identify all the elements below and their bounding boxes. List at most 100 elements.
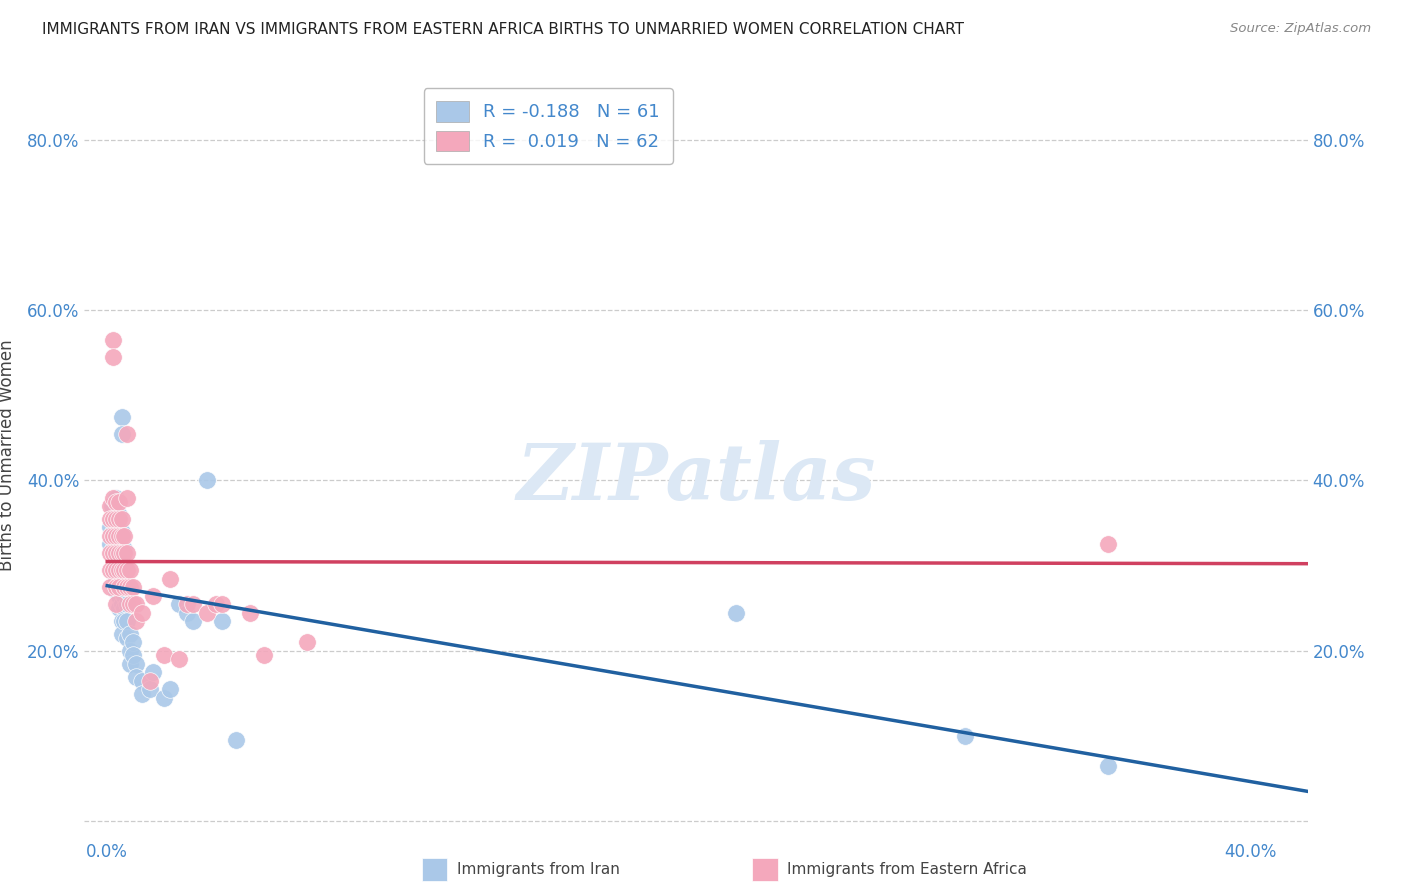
Point	[112, 546, 135, 560]
Point	[239, 606, 262, 620]
Point	[120, 580, 142, 594]
Point	[98, 520, 121, 534]
Point	[107, 508, 129, 522]
Point	[110, 580, 132, 594]
Point	[112, 575, 135, 590]
Point	[107, 575, 129, 590]
Point	[112, 529, 135, 543]
Point	[107, 512, 129, 526]
Point	[139, 673, 162, 688]
Point	[107, 589, 129, 603]
Point	[953, 729, 976, 743]
Point	[724, 606, 747, 620]
Point	[98, 580, 121, 594]
Point	[142, 665, 165, 680]
Point	[120, 597, 142, 611]
Point	[107, 563, 129, 577]
Point	[98, 499, 121, 513]
Point	[115, 580, 138, 594]
Text: IMMIGRANTS FROM IRAN VS IMMIGRANTS FROM EASTERN AFRICA BIRTHS TO UNMARRIED WOMEN: IMMIGRANTS FROM IRAN VS IMMIGRANTS FROM …	[42, 22, 965, 37]
Point	[195, 606, 218, 620]
Point	[120, 657, 142, 671]
Point	[112, 541, 135, 556]
Point	[101, 563, 124, 577]
Point	[211, 614, 233, 628]
Point	[122, 580, 145, 594]
Point	[104, 512, 127, 526]
Point	[120, 563, 142, 577]
Point	[110, 426, 132, 441]
Text: Immigrants from Iran: Immigrants from Iran	[457, 863, 620, 877]
Point	[115, 491, 138, 505]
Point	[125, 657, 148, 671]
Point	[104, 495, 127, 509]
Point	[104, 584, 127, 599]
Point	[112, 580, 135, 594]
Point	[98, 512, 121, 526]
Point	[122, 635, 145, 649]
Point	[110, 524, 132, 539]
Point	[115, 546, 138, 560]
Point	[167, 652, 190, 666]
Point	[131, 673, 153, 688]
Point	[167, 597, 190, 611]
Point	[107, 563, 129, 577]
Point	[101, 524, 124, 539]
Point	[104, 580, 127, 594]
Point	[110, 529, 132, 543]
Point	[225, 733, 247, 747]
Point	[131, 606, 153, 620]
Point	[104, 572, 127, 586]
Point	[115, 597, 138, 611]
Point	[110, 627, 132, 641]
Point	[104, 597, 127, 611]
Point	[159, 572, 181, 586]
Point	[98, 529, 121, 543]
Point	[107, 524, 129, 539]
Point	[115, 426, 138, 441]
Point	[104, 491, 127, 505]
Point	[101, 529, 124, 543]
Point	[98, 546, 121, 560]
Point	[115, 580, 138, 594]
Point	[107, 495, 129, 509]
Point	[1097, 537, 1119, 551]
Point	[104, 516, 127, 530]
Point	[107, 546, 129, 560]
Point	[181, 614, 204, 628]
Point	[112, 601, 135, 615]
Point	[104, 529, 127, 543]
Point	[107, 546, 129, 560]
Point	[110, 546, 132, 560]
Y-axis label: Births to Unmarried Women: Births to Unmarried Women	[0, 339, 15, 571]
Point	[104, 533, 127, 548]
Point	[120, 644, 142, 658]
Point	[104, 563, 127, 577]
Point	[176, 597, 198, 611]
Point	[211, 597, 233, 611]
Point	[101, 333, 124, 347]
Point	[131, 687, 153, 701]
Point	[176, 606, 198, 620]
Point	[112, 563, 135, 577]
Point	[110, 409, 132, 424]
Legend: R = -0.188   N = 61, R =  0.019   N = 62: R = -0.188 N = 61, R = 0.019 N = 62	[423, 88, 672, 164]
Point	[101, 512, 124, 526]
Point	[195, 474, 218, 488]
Point	[101, 541, 124, 556]
Point	[159, 682, 181, 697]
Text: ZIPatlas: ZIPatlas	[516, 440, 876, 516]
Text: Source: ZipAtlas.com: Source: ZipAtlas.com	[1230, 22, 1371, 36]
Point	[120, 627, 142, 641]
Point	[107, 580, 129, 594]
Point	[104, 550, 127, 565]
Point	[101, 350, 124, 364]
Point	[181, 597, 204, 611]
Point	[115, 563, 138, 577]
Point	[125, 669, 148, 683]
Point	[153, 648, 176, 663]
Point	[100, 499, 122, 513]
Point	[153, 690, 176, 705]
Point	[1097, 759, 1119, 773]
Point	[110, 614, 132, 628]
